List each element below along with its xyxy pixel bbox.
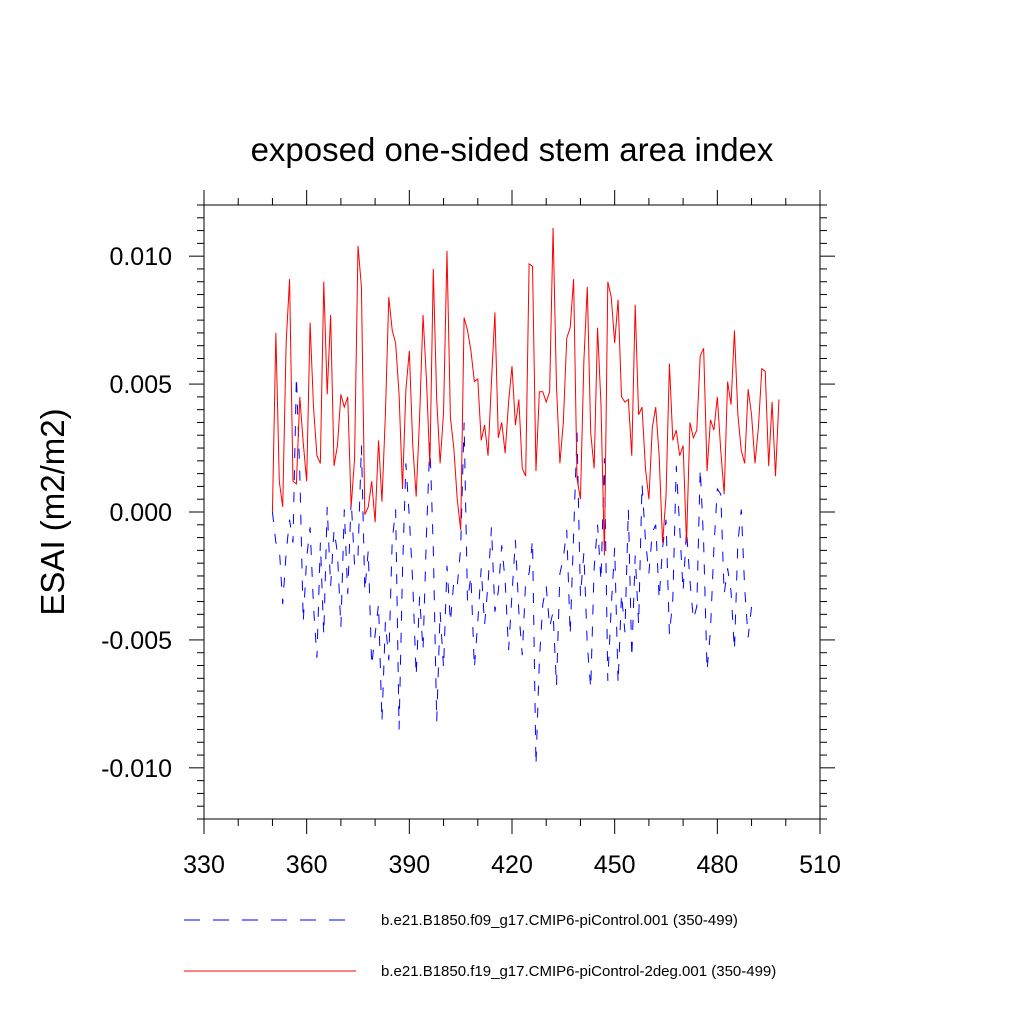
x-tick-label: 330	[183, 851, 225, 879]
x-tick-label: 390	[388, 851, 430, 879]
plot-frame	[203, 204, 821, 820]
y-tick-label: 0.000	[109, 499, 172, 527]
series-layer	[271, 228, 780, 766]
series-line-f19	[271, 228, 780, 556]
y-tick-label: 0.010	[109, 243, 172, 271]
y-axis-label: ESAI (m2/m2)	[34, 408, 71, 615]
y-tick-label: 0.005	[109, 371, 172, 399]
legend: b.e21.B1850.f09_g17.CMIP6-piControl.001 …	[184, 912, 776, 980]
series-line-f09	[271, 376, 753, 766]
x-tick-label: 450	[594, 851, 636, 879]
axis-ticks	[189, 190, 835, 834]
legend-label: b.e21.B1850.f09_g17.CMIP6-piControl.001 …	[381, 912, 738, 929]
chart-title: exposed one-sided stem area index	[251, 131, 774, 168]
x-tick-label: 510	[799, 851, 841, 879]
axis-tick-labels: 330 360 390 420 450 480 510 -0.010 -0.005 0.000 0.…	[101, 243, 841, 879]
legend-label: b.e21.B1850.f19_g17.CMIP6-piControl-2deg…	[381, 963, 776, 980]
x-tick-label: 360	[286, 851, 328, 879]
y-tick-label: -0.005	[101, 627, 172, 655]
y-tick-label: -0.010	[101, 755, 172, 783]
x-tick-label: 480	[696, 851, 738, 879]
x-tick-label: 420	[491, 851, 533, 879]
